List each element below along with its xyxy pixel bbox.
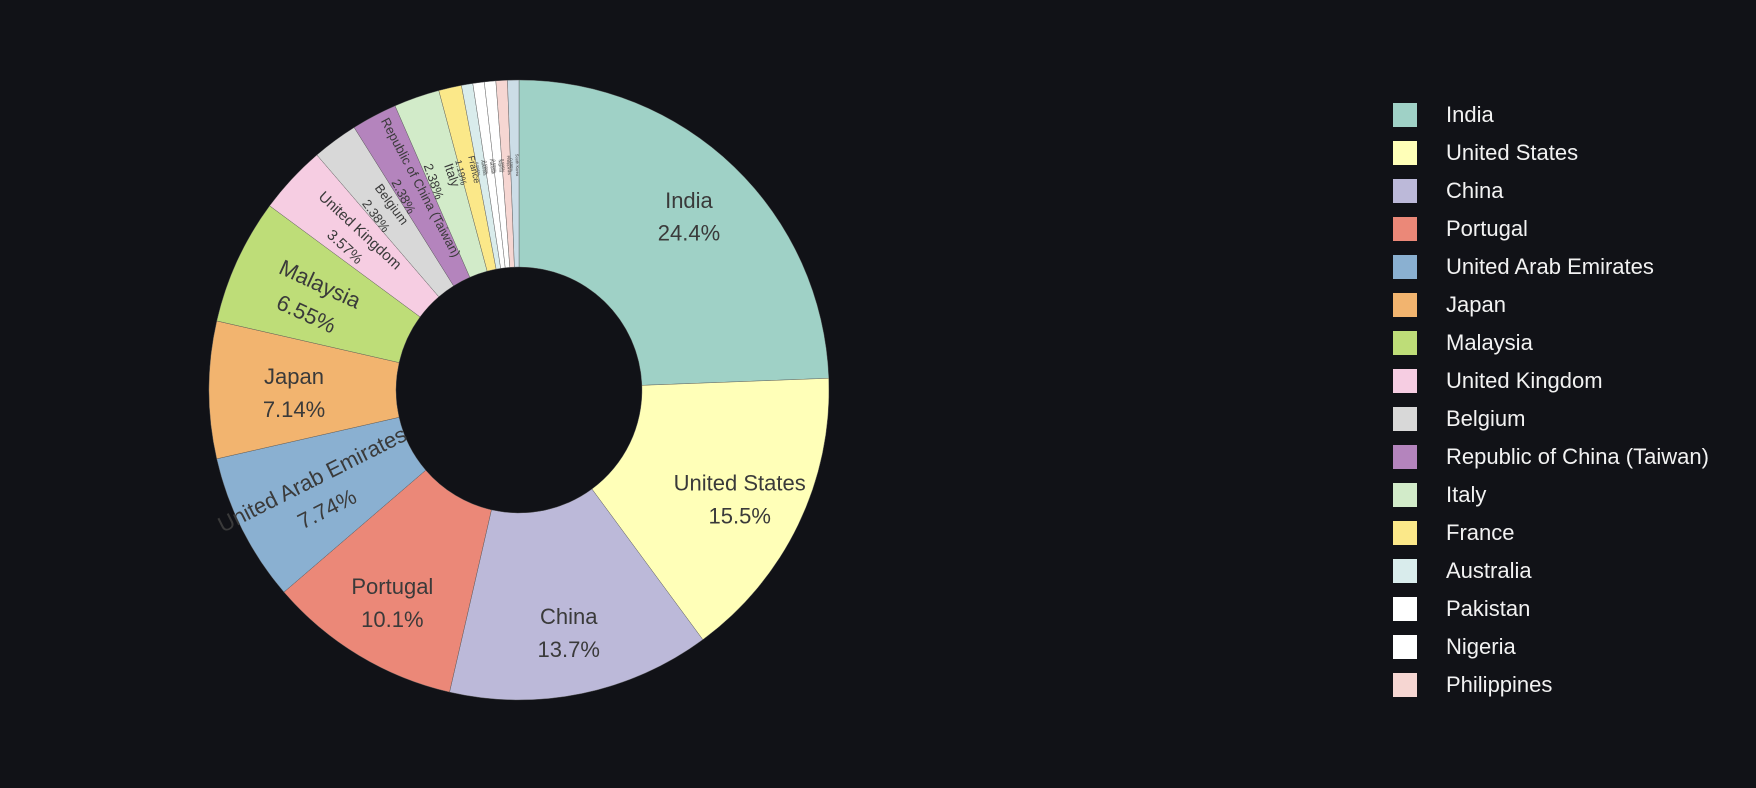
slice-portugal[interactable] [283, 469, 492, 693]
slice-china[interactable] [449, 488, 704, 701]
legend-label: United Kingdom [1446, 368, 1603, 393]
legend-item-republic-of-china-taiwan[interactable]: Republic of China (Taiwan) [1393, 438, 1709, 476]
slice-label-philippines: Philippines0.595% [500, 155, 512, 175]
slice-label-australia: Australia0.595% [474, 160, 488, 178]
legend-item-pakistan[interactable]: Pakistan [1393, 590, 1709, 628]
slice-label-portugal: Portugal 10.1% [351, 574, 433, 632]
legend-label: Japan [1446, 292, 1506, 317]
legend-swatch [1393, 635, 1417, 659]
legend-swatch [1393, 407, 1417, 431]
legend-label: Malaysia [1446, 330, 1533, 355]
legend-item-nigeria[interactable]: Nigeria [1393, 628, 1709, 666]
legend-label: India [1446, 102, 1494, 127]
legend-swatch [1393, 179, 1417, 203]
legend-label: China [1446, 178, 1504, 203]
legend-item-japan[interactable]: Japan [1393, 286, 1709, 324]
legend-item-united-arab-emirates[interactable]: United Arab Emirates [1393, 248, 1709, 286]
legend-label: Italy [1446, 482, 1487, 507]
legend-label: Australia [1446, 558, 1532, 583]
legend-item-malaysia[interactable]: Malaysia [1393, 324, 1709, 362]
slice-label-south-korea: South Korea0.595% [509, 154, 520, 177]
slice-label-china: China 13.7% [538, 604, 600, 662]
legend-swatch [1393, 673, 1417, 697]
legend-label: United Arab Emirates [1446, 254, 1654, 279]
legend-swatch [1393, 293, 1417, 317]
slice-label-india: India 24.4% [658, 188, 720, 246]
legend-item-india[interactable]: India [1393, 96, 1709, 134]
slice-label-nigeria: Nigeria0.595% [491, 159, 503, 174]
legend-swatch [1393, 521, 1417, 545]
legend-swatch [1393, 141, 1417, 165]
donut-svg: India 24.4% United States 15.5% China 13.7% Po… [208, 79, 830, 701]
legend-item-belgium[interactable]: Belgium [1393, 400, 1709, 438]
legend-swatch [1393, 217, 1417, 241]
slice-label-japan: Japan 7.14% [263, 364, 325, 422]
legend-swatch [1393, 483, 1417, 507]
legend-swatch [1393, 331, 1417, 355]
legend-item-portugal[interactable]: Portugal [1393, 210, 1709, 248]
legend: India United States China Portugal United Ar… [1393, 96, 1709, 704]
legend-label: Belgium [1446, 406, 1526, 431]
legend-item-italy[interactable]: Italy [1393, 476, 1709, 514]
legend-label: Philippines [1446, 672, 1553, 697]
legend-swatch [1393, 559, 1417, 583]
slice-india[interactable] [518, 79, 829, 386]
legend-label: Portugal [1446, 216, 1528, 241]
slice-label-united-states: United States 15.5% [674, 471, 806, 529]
legend-label: Pakistan [1446, 596, 1531, 621]
legend-item-australia[interactable]: Australia [1393, 552, 1709, 590]
legend-swatch [1393, 445, 1417, 469]
legend-label: Nigeria [1446, 634, 1516, 659]
legend-item-china[interactable]: China [1393, 172, 1709, 210]
legend-label: United States [1446, 140, 1579, 165]
legend-item-united-states[interactable]: United States [1393, 134, 1709, 172]
slice-label-pakistan: Pakistan0.595% [483, 159, 496, 176]
donut-chart: India 24.4% United States 15.5% China 13.7% Po… [208, 79, 830, 701]
legend-item-philippines[interactable]: Philippines [1393, 666, 1709, 704]
legend-label: Republic of China (Taiwan) [1446, 444, 1709, 469]
legend-label: France [1446, 520, 1515, 545]
slice-united-states[interactable] [591, 378, 830, 640]
legend-swatch [1393, 597, 1417, 621]
legend-swatch [1393, 255, 1417, 279]
legend-swatch [1393, 103, 1417, 127]
legend-swatch [1393, 369, 1417, 393]
slice-south-korea[interactable] [507, 79, 520, 268]
legend-item-united-kingdom[interactable]: United Kingdom [1393, 362, 1709, 400]
legend-item-france[interactable]: France [1393, 514, 1709, 552]
